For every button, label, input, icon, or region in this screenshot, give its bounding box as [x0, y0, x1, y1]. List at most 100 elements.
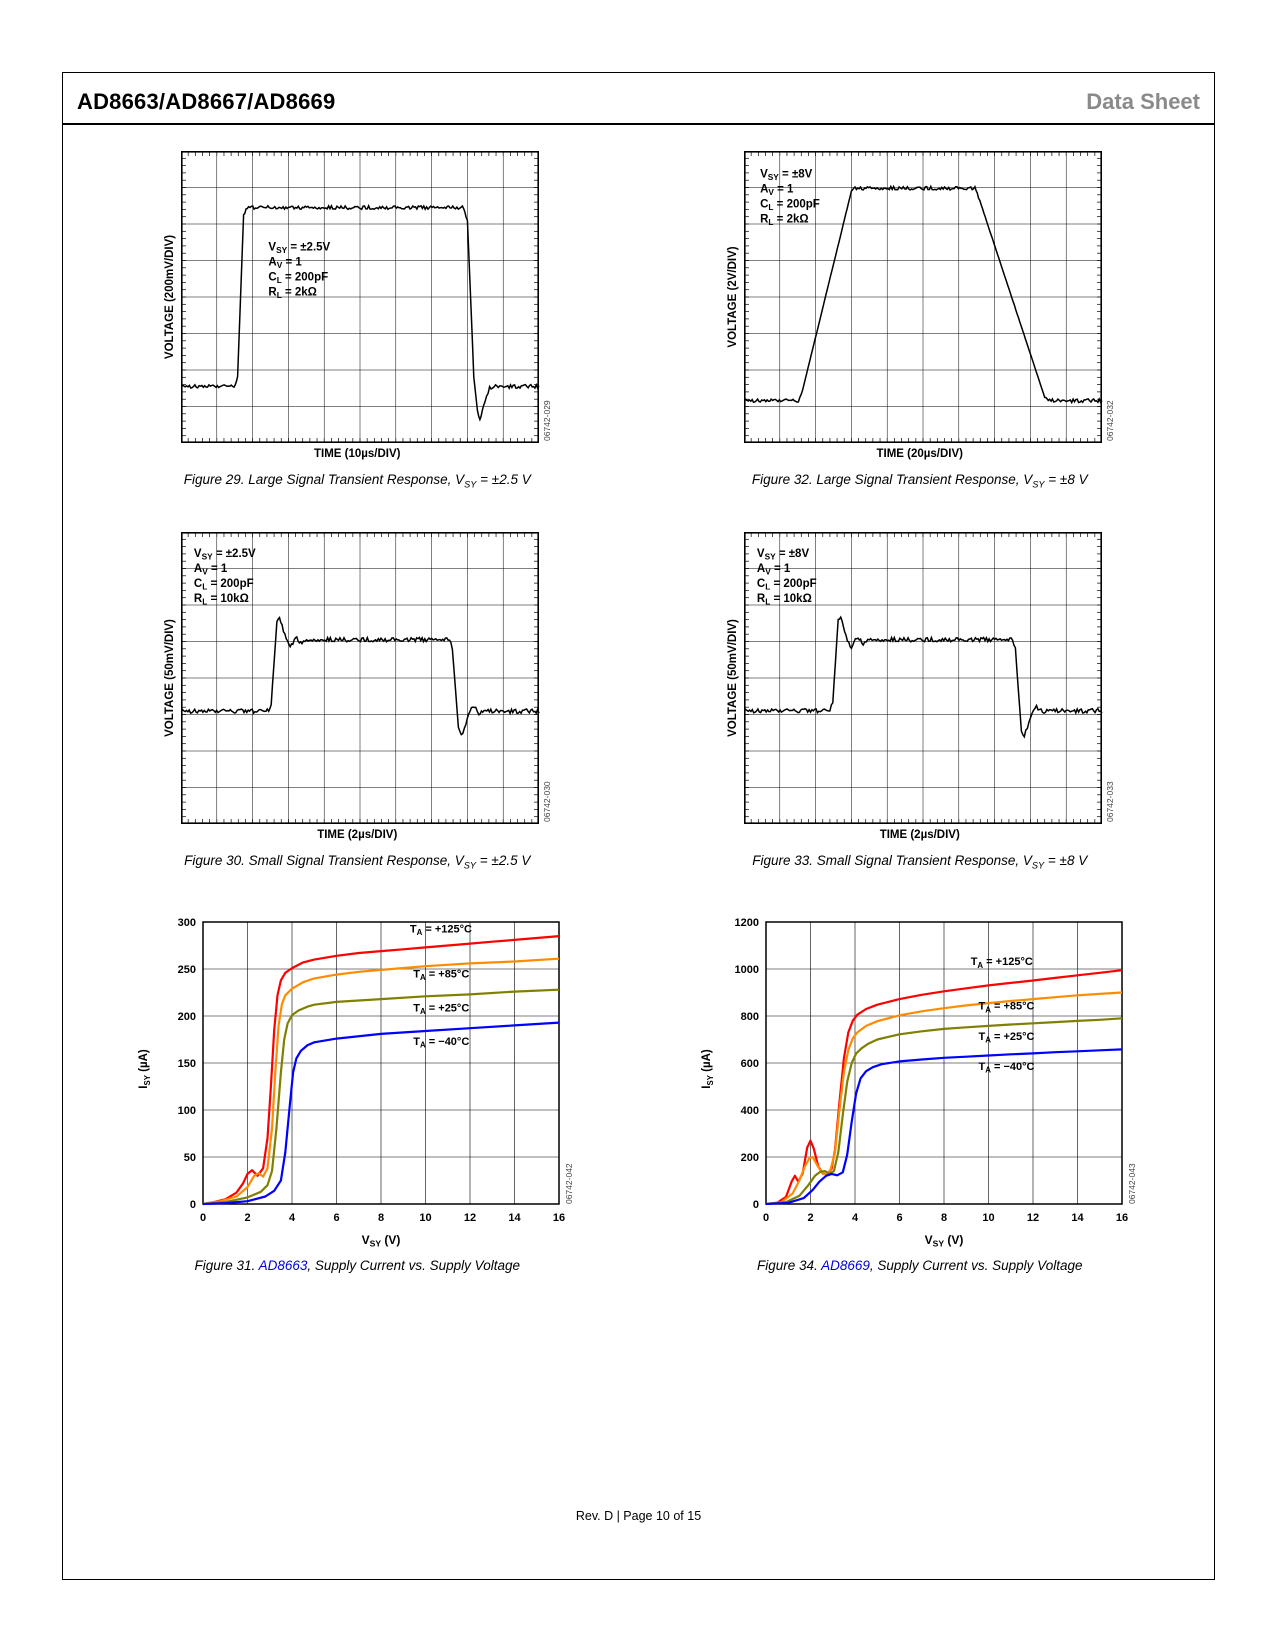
test-conditions-line: CL = 200pF — [194, 578, 254, 592]
y-axis-label-wrap: ISY (µA) — [134, 912, 156, 1252]
y-tick-label: 800 — [740, 1011, 758, 1023]
caption-prefix: Figure 31. — [194, 1258, 259, 1274]
y-axis-label: VOLTAGE (50mV/DIV) — [726, 618, 739, 737]
y-axis-label: VOLTAGE (2V/DIV) — [726, 246, 739, 348]
oscilloscope-trace — [743, 184, 1103, 405]
y-axis-label-wrap: VOLTAGE (50mV/DIV) — [722, 532, 744, 824]
test-conditions-line: RL = 2kΩ — [269, 286, 318, 300]
series-p85 — [203, 957, 560, 1206]
x-tick-label: 8 — [378, 1212, 384, 1224]
test-conditions-line: VSY = ±2.5V — [269, 241, 331, 255]
test-conditions-line: RL = 10kΩ — [194, 593, 249, 607]
x-tick-label: 10 — [420, 1212, 432, 1224]
test-conditions-line: RL = 2kΩ — [760, 213, 809, 227]
y-tick-label: 200 — [740, 1152, 758, 1164]
figure-33: VOLTAGE (50mV/DIV) VSY = ±8V AV = 1 CL = 2… — [722, 531, 1118, 871]
x-tick-label: 0 — [763, 1212, 769, 1224]
figure-id-code: 06742-029 — [542, 400, 552, 441]
x-tick-label: 10 — [982, 1212, 994, 1224]
y-tick-label: 0 — [190, 1199, 196, 1211]
figure-caption: Figure 34. AD8669, Supply Current vs. Su… — [757, 1258, 1082, 1273]
y-tick-label: 200 — [178, 1011, 196, 1023]
figure-caption: Figure 29. Large Signal Transient Respon… — [183, 472, 531, 490]
x-tick-label: 6 — [896, 1212, 902, 1224]
caption-prefix: Figure 34. — [757, 1258, 822, 1274]
datasheet-label: Data Sheet — [1086, 89, 1200, 114]
y-tick-label: 150 — [178, 1058, 196, 1070]
y-axis-label-wrap: VOLTAGE (50mV/DIV) — [159, 532, 181, 824]
figure-caption: Figure 32. Large Signal Transient Respon… — [751, 472, 1088, 490]
y-axis-label-wrap: VOLTAGE (2V/DIV) — [722, 151, 744, 443]
series-label-p125: TA = +125°C — [970, 957, 1032, 971]
y-axis-label: VOLTAGE (200mV/DIV) — [164, 234, 177, 360]
figure-caption: Figure 31. AD8663, Supply Current vs. Su… — [195, 1258, 520, 1273]
x-tick-label: 2 — [807, 1212, 813, 1224]
test-conditions-line: AV = 1 — [269, 256, 303, 270]
x-axis-label: TIME (2µs/DIV) — [879, 828, 960, 841]
oscilloscope-trace — [181, 615, 540, 736]
test-conditions-line: RL = 10kΩ — [757, 593, 812, 607]
series-label-p125: TA = +125°C — [410, 924, 472, 938]
caption-suffix: , Supply Current vs. Supply Voltage — [307, 1258, 520, 1274]
figure-caption: Figure 30. Small Signal Transient Respon… — [184, 852, 531, 871]
series-p25 — [765, 1017, 1122, 1206]
figures-grid: VOLTAGE (200mV/DIV) VSY = ±2.5V AV = 1 CL … — [63, 125, 1214, 1273]
figure-32: VOLTAGE (2V/DIV) VSY = ±8V AV = 1 CL = 200… — [722, 151, 1118, 490]
x-tick-label: 4 — [289, 1212, 296, 1224]
fig34-line-chart: 0 2 4 6 8 10 12 14 16 0 200 400 600 800 1000 1200 TA = +… — [734, 917, 1137, 1249]
x-axis-label: TIME (20µs/DIV) — [876, 448, 963, 460]
series-label-p25: TA = +25°C — [414, 1003, 470, 1017]
series-p125 — [203, 935, 560, 1206]
test-conditions-line: CL = 200pF — [269, 271, 329, 285]
y-tick-label: 50 — [184, 1152, 196, 1164]
series-label-m40: TA = −40°C — [978, 1061, 1034, 1075]
part-link-ad8663[interactable]: AD8663 — [258, 1258, 308, 1274]
y-tick-label: 400 — [740, 1105, 758, 1117]
figure-id-code: 06742-033 — [1105, 781, 1115, 822]
test-conditions-line: AV = 1 — [760, 183, 794, 197]
y-axis-label: ISY (µA) — [138, 1049, 153, 1089]
series-label-p85: TA = +85°C — [414, 969, 470, 983]
y-axis-label: VOLTAGE (50mV/DIV) — [164, 618, 177, 737]
x-tick-label: 14 — [1071, 1212, 1084, 1224]
series-m40 — [765, 1048, 1122, 1206]
test-conditions-line: VSY = ±8V — [760, 168, 813, 182]
y-axis-label-wrap: ISY (µA) — [697, 912, 719, 1252]
x-axis-title: VSY (V) — [362, 1233, 401, 1249]
part-link-ad8669[interactable]: AD8669 — [821, 1258, 870, 1274]
x-tick-label: 14 — [509, 1212, 522, 1224]
figure-34: ISY (µA) 0 2 4 6 8 10 12 14 16 0 200 400 600 800 1000 1… — [697, 912, 1143, 1273]
oscilloscope-trace — [743, 615, 1103, 739]
y-tick-label: 100 — [178, 1105, 196, 1117]
figure-caption: Figure 33. Small Signal Transient Respon… — [752, 852, 1088, 871]
figure-30: VOLTAGE (50mV/DIV) VSY = ±2.5V AV = 1 CL =… — [159, 531, 555, 871]
y-tick-label: 1200 — [734, 917, 758, 929]
x-tick-label: 2 — [245, 1212, 251, 1224]
x-tick-label: 8 — [941, 1212, 947, 1224]
x-tick-label: 12 — [1027, 1212, 1039, 1224]
y-tick-label: 300 — [178, 917, 196, 929]
test-conditions-line: CL = 200pF — [760, 198, 820, 212]
series-label-p25: TA = +25°C — [978, 1031, 1034, 1045]
y-axis-label-wrap: VOLTAGE (200mV/DIV) — [159, 151, 181, 443]
y-axis-label: ISY (µA) — [700, 1049, 715, 1089]
figure-id-code: 06742-043 — [1127, 1163, 1137, 1204]
series-label-m40: TA = −40°C — [414, 1036, 470, 1050]
y-tick-label: 250 — [178, 964, 196, 976]
oscilloscope-trace — [181, 203, 540, 422]
figure-31: ISY (µA) 0 2 4 6 8 10 12 14 16 0 50 100 150 200 250 300… — [134, 912, 580, 1273]
test-conditions-line: VSY = ±8V — [757, 548, 810, 562]
part-number-title: AD8663/AD8667/AD8669 — [77, 89, 336, 114]
x-tick-label: 16 — [1116, 1212, 1128, 1224]
page-footer: Rev. D | Page 10 of 15 — [575, 1509, 702, 1523]
series-p25 — [203, 988, 560, 1206]
test-conditions-line: AV = 1 — [194, 563, 228, 577]
x-tick-label: 12 — [464, 1212, 476, 1224]
figure-29: VOLTAGE (200mV/DIV) VSY = ±2.5V AV = 1 CL … — [159, 151, 555, 490]
x-tick-label: 6 — [334, 1212, 340, 1224]
figure-id-code: 06742-042 — [564, 1163, 574, 1204]
